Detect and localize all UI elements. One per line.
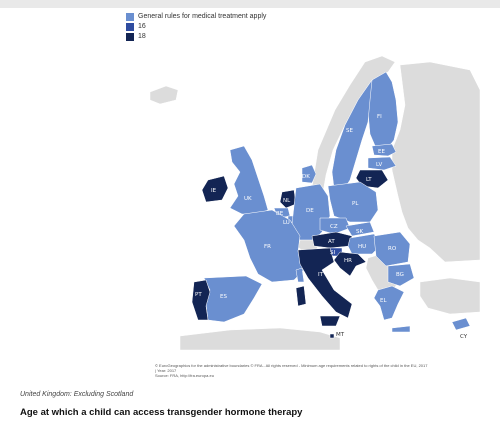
legend-swatch-16	[126, 23, 134, 31]
country-ie	[201, 175, 229, 203]
map-legend: General rules for medical treatment appl…	[126, 12, 266, 42]
label-ee: EE	[378, 149, 385, 155]
legend-label-18: 18	[138, 33, 146, 40]
label-bg: BG	[396, 272, 404, 278]
europe-map: FI SE EE LV LT DK IE UK NL BE LU DE PL C…	[150, 55, 480, 350]
label-de: DE	[306, 208, 314, 214]
country-uk	[229, 145, 269, 215]
label-it: IT	[318, 272, 324, 278]
top-bar	[0, 0, 500, 8]
credits-line-3: Source: FRA, http://fra.europa.eu	[155, 373, 214, 378]
legend-item-18: 18	[126, 32, 266, 42]
label-se: SE	[346, 128, 353, 134]
russia-belarus-ukraine-land	[391, 61, 480, 263]
label-fr: FR	[264, 244, 271, 250]
map-credits: © EuroGeographics for the administrative…	[155, 363, 455, 378]
country-hr	[333, 251, 367, 277]
legend-swatch-18	[126, 33, 134, 41]
country-pt	[191, 279, 211, 321]
label-pl: PL	[352, 201, 359, 207]
map-title: Age at which a child can access transgen…	[20, 407, 303, 418]
label-be: BE	[276, 211, 284, 217]
country-cy	[451, 317, 471, 331]
label-cz: CZ	[330, 224, 338, 230]
country-dk	[301, 164, 317, 184]
label-lv: LV	[376, 162, 382, 168]
turkey-land	[419, 277, 480, 315]
legend-label-16: 16	[138, 23, 146, 30]
non-eu-land	[150, 55, 480, 350]
iceland-land	[150, 85, 179, 105]
credits-line-1: © EuroGeographics for the administrative…	[155, 363, 428, 368]
country-labels: FI SE EE LV LT DK IE UK NL BE LU DE PL C…	[195, 114, 468, 340]
legend-item-general: General rules for medical treatment appl…	[126, 12, 266, 22]
country-es	[203, 275, 263, 323]
label-ro: RO	[388, 246, 397, 252]
label-hr: HR	[344, 258, 352, 264]
label-lt: LT	[366, 177, 372, 183]
country-el-crete	[391, 325, 411, 333]
label-pt: PT	[195, 292, 202, 298]
country-lt	[355, 169, 389, 189]
country-hu	[347, 233, 383, 255]
label-mt: MT	[336, 332, 345, 338]
label-at: AT	[328, 239, 335, 245]
label-ie: IE	[211, 188, 217, 194]
label-fi: FI	[377, 114, 382, 120]
eu-countries	[191, 71, 471, 339]
country-fr	[233, 209, 307, 283]
country-lv	[367, 156, 397, 171]
legend-label-general: General rules for medical treatment appl…	[138, 13, 267, 20]
credits-line-2: | Year: 2017	[155, 368, 177, 373]
country-it-sicily	[319, 315, 341, 327]
country-it	[297, 247, 353, 319]
country-fr-corsica	[295, 267, 305, 283]
label-hu: HU	[358, 244, 366, 250]
country-se	[331, 79, 373, 193]
label-sk: SK	[356, 229, 363, 235]
legend-swatch-general	[126, 13, 134, 21]
country-ro	[373, 231, 411, 267]
country-fi	[367, 71, 399, 151]
country-mt	[329, 333, 335, 339]
label-cy: CY	[460, 334, 468, 340]
country-ee	[371, 143, 397, 157]
label-nl: NL	[283, 198, 291, 204]
label-si: SI	[330, 250, 335, 256]
map-caption: United Kingdom: Excluding Scotland	[20, 391, 134, 398]
label-el: EL	[380, 298, 387, 304]
country-it-sardinia	[295, 285, 307, 307]
legend-item-16: 16	[126, 22, 266, 32]
label-uk: UK	[244, 196, 252, 202]
label-dk: DK	[302, 174, 310, 180]
country-bg	[387, 263, 415, 287]
label-es: ES	[220, 294, 227, 300]
country-el	[373, 285, 405, 321]
label-lu: LU	[283, 220, 290, 226]
country-sk	[345, 221, 375, 237]
north-africa-land	[179, 327, 341, 350]
country-nl	[279, 189, 297, 209]
country-cz	[319, 217, 351, 235]
